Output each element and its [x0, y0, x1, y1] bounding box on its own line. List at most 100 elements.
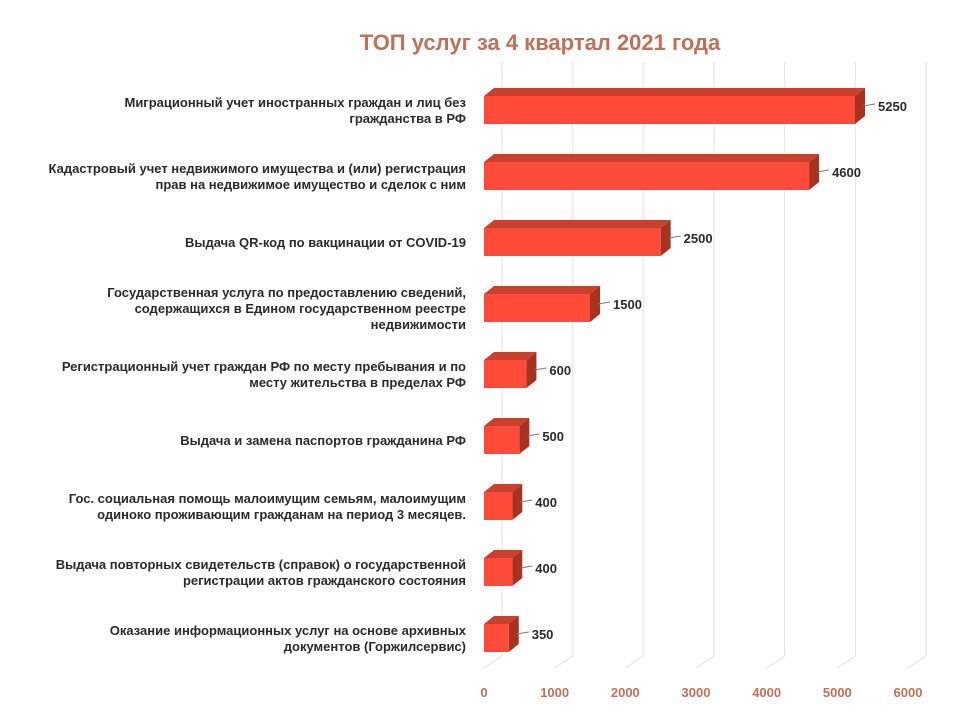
- bar-side-face: [512, 484, 523, 520]
- bar: [484, 220, 671, 256]
- data-label-leader: [520, 565, 533, 569]
- gridline-floor: [554, 655, 573, 669]
- bar-side-face: [508, 616, 519, 652]
- bar-top-face: [484, 286, 600, 294]
- bar-front-face: [484, 294, 590, 322]
- category-label: Гос. социальная помощь малоимущим семьям…: [69, 491, 466, 522]
- bar: [484, 616, 519, 652]
- category-label-line: прав на недвижимое имущество и сделок с …: [155, 177, 466, 192]
- bar-front-face: [484, 162, 810, 190]
- category-label-line: одиноко проживающим гражданам на период …: [97, 507, 466, 522]
- data-label: 2500: [684, 231, 713, 246]
- bar-front-face: [484, 624, 509, 652]
- category-label: Миграционный учет иностранных граждан и …: [124, 95, 466, 126]
- bar-top-face: [484, 220, 671, 228]
- category-label-line: регистрации актов гражданского состояния: [183, 573, 466, 588]
- data-label-leader: [862, 103, 876, 107]
- data-label: 400: [535, 495, 557, 510]
- category-label-line: недвижимости: [371, 317, 466, 332]
- category-label: Государственная услуга по предоставлению…: [107, 285, 466, 332]
- bar-front-face: [484, 228, 661, 256]
- category-label-line: Кадастровый учет недвижимого имущества и…: [49, 161, 467, 176]
- bar-top-face: [484, 418, 530, 426]
- bar-side-face: [519, 418, 530, 454]
- gridline-floor: [625, 655, 644, 669]
- x-tick-label: 2000: [611, 685, 640, 700]
- gridline-floor: [837, 655, 856, 669]
- bar-top-face: [484, 154, 820, 162]
- bar: [484, 484, 523, 520]
- gridline-floor: [907, 655, 927, 669]
- category-label: Выдача QR-код по вакцинации от COVID-19: [185, 235, 466, 250]
- bar: [484, 286, 600, 322]
- category-label-line: Выдача и замена паспортов гражданина РФ: [180, 433, 466, 448]
- data-labels: 5250 4600 2500 1500 600 500 400 400 350: [516, 99, 907, 642]
- data-label-leader: [527, 433, 540, 437]
- data-label: 4600: [832, 165, 861, 180]
- category-label: Кадастровый учет недвижимого имущества и…: [49, 161, 467, 192]
- category-label-line: Оказание информационных услуг на основе …: [110, 623, 467, 638]
- chart-title: ТОП услуг за 4 квартал 2021 года: [360, 30, 721, 55]
- x-axis-ticks: 0 1000 2000 3000 4000 5000 6000: [480, 685, 922, 700]
- category-label-line: месту жительства в пределах РФ: [249, 375, 466, 390]
- bar-side-face: [855, 88, 865, 124]
- data-label: 1500: [613, 297, 642, 312]
- category-label: Оказание информационных услуг на основе …: [110, 623, 467, 654]
- bar-front-face: [484, 492, 513, 520]
- data-label-leader: [520, 499, 533, 503]
- category-label: Регистрационный учет граждан РФ по месту…: [62, 359, 466, 390]
- bar-front-face: [484, 360, 527, 388]
- data-label-leader: [668, 235, 681, 239]
- category-label-line: Выдача QR-код по вакцинации от COVID-19: [185, 235, 466, 250]
- category-label-line: гражданства в РФ: [349, 111, 466, 126]
- bar-front-face: [484, 426, 520, 454]
- gridline-floor: [695, 655, 715, 669]
- bar-side-face: [526, 352, 537, 388]
- bar-top-face: [484, 484, 523, 492]
- x-tick-label: 5000: [823, 685, 852, 700]
- category-label-line: Миграционный учет иностранных граждан и …: [124, 95, 466, 110]
- bar-top-face: [484, 88, 865, 96]
- bar-side-face: [660, 220, 671, 256]
- bar-front-face: [484, 96, 855, 124]
- data-label-leader: [816, 169, 830, 173]
- bar-side-face: [590, 286, 600, 322]
- bars: [484, 88, 865, 652]
- category-labels: Миграционный учет иностранных граждан и …: [49, 95, 467, 654]
- bar-top-face: [484, 616, 519, 624]
- bar: [484, 418, 530, 454]
- data-label: 350: [532, 627, 554, 642]
- data-label-leader: [597, 301, 611, 305]
- bar: [484, 88, 865, 124]
- bar-side-face: [809, 154, 820, 190]
- bar: [484, 550, 523, 586]
- x-tick-label: 4000: [752, 685, 781, 700]
- x-tick-label: 1000: [540, 685, 569, 700]
- gridline-floor: [483, 655, 503, 669]
- bar-front-face: [484, 558, 513, 586]
- category-label: Выдача и замена паспортов гражданина РФ: [180, 433, 466, 448]
- bar-top-face: [484, 352, 537, 360]
- data-label: 400: [535, 561, 557, 576]
- gridline-floor: [766, 655, 785, 669]
- bar: [484, 352, 537, 388]
- data-label: 500: [542, 429, 564, 444]
- bar-top-face: [484, 550, 523, 558]
- x-tick-label: 6000: [894, 685, 923, 700]
- category-label-line: документов (Горжилсервис): [284, 639, 466, 654]
- category-label-line: Гос. социальная помощь малоимущим семьям…: [69, 491, 466, 506]
- category-label-line: Государственная услуга по предоставлению…: [107, 285, 466, 300]
- category-label-line: Регистрационный учет граждан РФ по месту…: [62, 359, 466, 374]
- category-label-line: Выдача повторных свидетельств (справок) …: [56, 557, 466, 572]
- category-label-line: содержащихся в Едином государственном ре…: [135, 301, 466, 316]
- data-label: 5250: [878, 99, 907, 114]
- category-label: Выдача повторных свидетельств (справок) …: [56, 557, 466, 588]
- x-tick-label: 3000: [682, 685, 711, 700]
- data-label-leader: [534, 367, 547, 371]
- x-tick-label: 0: [480, 685, 487, 700]
- bar-side-face: [512, 550, 523, 586]
- data-label-leader: [516, 631, 529, 635]
- data-label: 600: [549, 363, 571, 378]
- bar: [484, 154, 820, 190]
